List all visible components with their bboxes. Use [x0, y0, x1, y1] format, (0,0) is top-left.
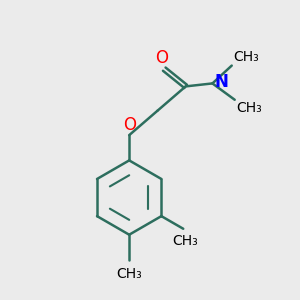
Text: CH₃: CH₃	[116, 266, 142, 280]
Text: CH₃: CH₃	[172, 234, 198, 248]
Text: CH₃: CH₃	[233, 50, 259, 64]
Text: O: O	[155, 49, 168, 67]
Text: CH₃: CH₃	[236, 101, 262, 115]
Text: N: N	[215, 73, 229, 91]
Text: O: O	[124, 116, 136, 134]
